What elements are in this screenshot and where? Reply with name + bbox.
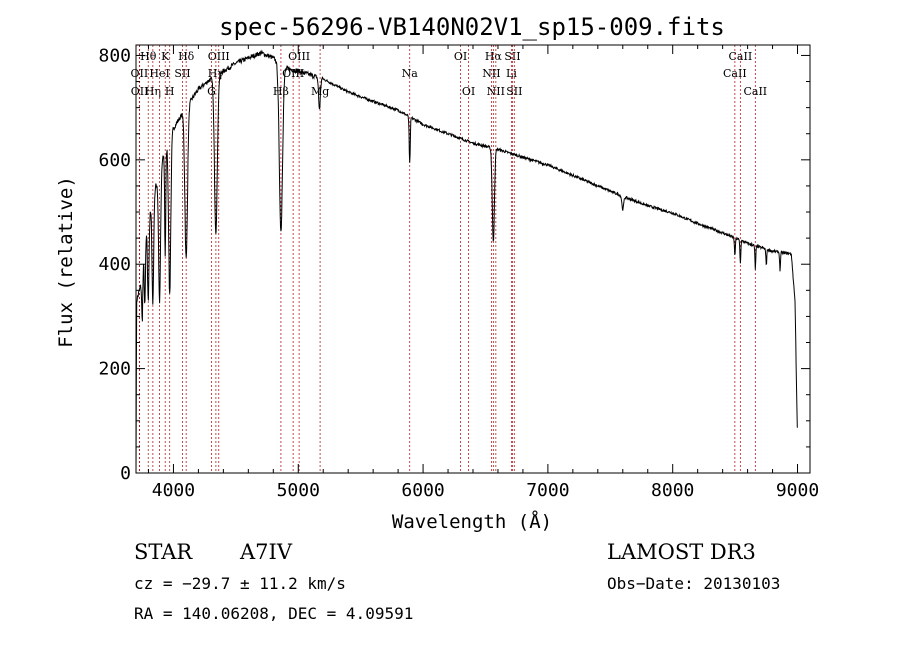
line-marker-label: OI — [454, 50, 467, 63]
y-tick-label: 600 — [98, 150, 131, 171]
x-tick-label: 7000 — [526, 480, 569, 501]
line-marker-label: Hη — [145, 85, 161, 98]
line-marker-label: CaII — [723, 67, 747, 80]
y-tick-label: 800 — [98, 45, 131, 66]
line-marker-label: SII — [506, 85, 522, 98]
plot-frame — [135, 44, 811, 474]
line-marker-label: Li — [506, 67, 517, 80]
line-marker-label: OIII — [288, 50, 310, 63]
y-tick-label: 400 — [98, 254, 131, 275]
spectrum-line — [135, 49, 798, 474]
object-class: STAR — [134, 540, 193, 564]
y-axis-label: Flux (relative) — [55, 176, 77, 348]
x-tick-label: 9000 — [776, 480, 819, 501]
coordinates: RA = 140.06208, DEC = 4.09591 — [134, 604, 414, 623]
axis-ticks: 4000 5000 6000 7000 8000 9000 0 200 400 600 800 — [98, 45, 819, 501]
object-subclass: A7IV — [240, 540, 292, 564]
line-marker-label: K — [161, 50, 170, 63]
line-marker-label: Na — [402, 67, 419, 80]
line-marker-label: NII — [487, 85, 505, 98]
line-marker-label: SII — [174, 67, 190, 80]
x-tick-label: 4000 — [152, 480, 195, 501]
line-marker-label: Hγ — [208, 67, 225, 80]
chart-title: spec-56296-VB140N02V1_sp15-009.fits — [219, 13, 725, 41]
line-marker-label: CaII — [729, 50, 753, 63]
line-marker-label: HeI — [149, 67, 169, 80]
y-tick-label: 200 — [98, 359, 131, 380]
x-axis-label: Wavelength (Å) — [392, 510, 552, 533]
line-marker-label: G — [207, 85, 216, 98]
x-tick-label: 6000 — [401, 480, 444, 501]
line-marker-label: SII — [504, 50, 520, 63]
redshift-value: cz = −29.7 ± 11.2 km/s — [134, 574, 346, 593]
line-marker-label: NII — [482, 67, 500, 80]
line-marker-label: OIII — [208, 50, 230, 63]
y-tick-label: 0 — [120, 463, 131, 484]
line-marker-label: OII — [131, 85, 149, 98]
line-marker-label: Hθ — [140, 50, 157, 63]
line-marker-label: Hδ — [178, 50, 195, 63]
line-marker-label: OI — [462, 85, 475, 98]
line-marker-label: Hα — [485, 50, 503, 63]
line-marker-label: H — [165, 85, 175, 98]
survey-name: LAMOST DR3 — [607, 540, 756, 564]
line-marker-label: CaII — [743, 85, 767, 98]
x-tick-label: 5000 — [277, 480, 320, 501]
line-marker-label: Hβ — [273, 85, 289, 98]
x-tick-label: 8000 — [651, 480, 694, 501]
observation-date: Obs−Date: 20130103 — [607, 574, 781, 593]
